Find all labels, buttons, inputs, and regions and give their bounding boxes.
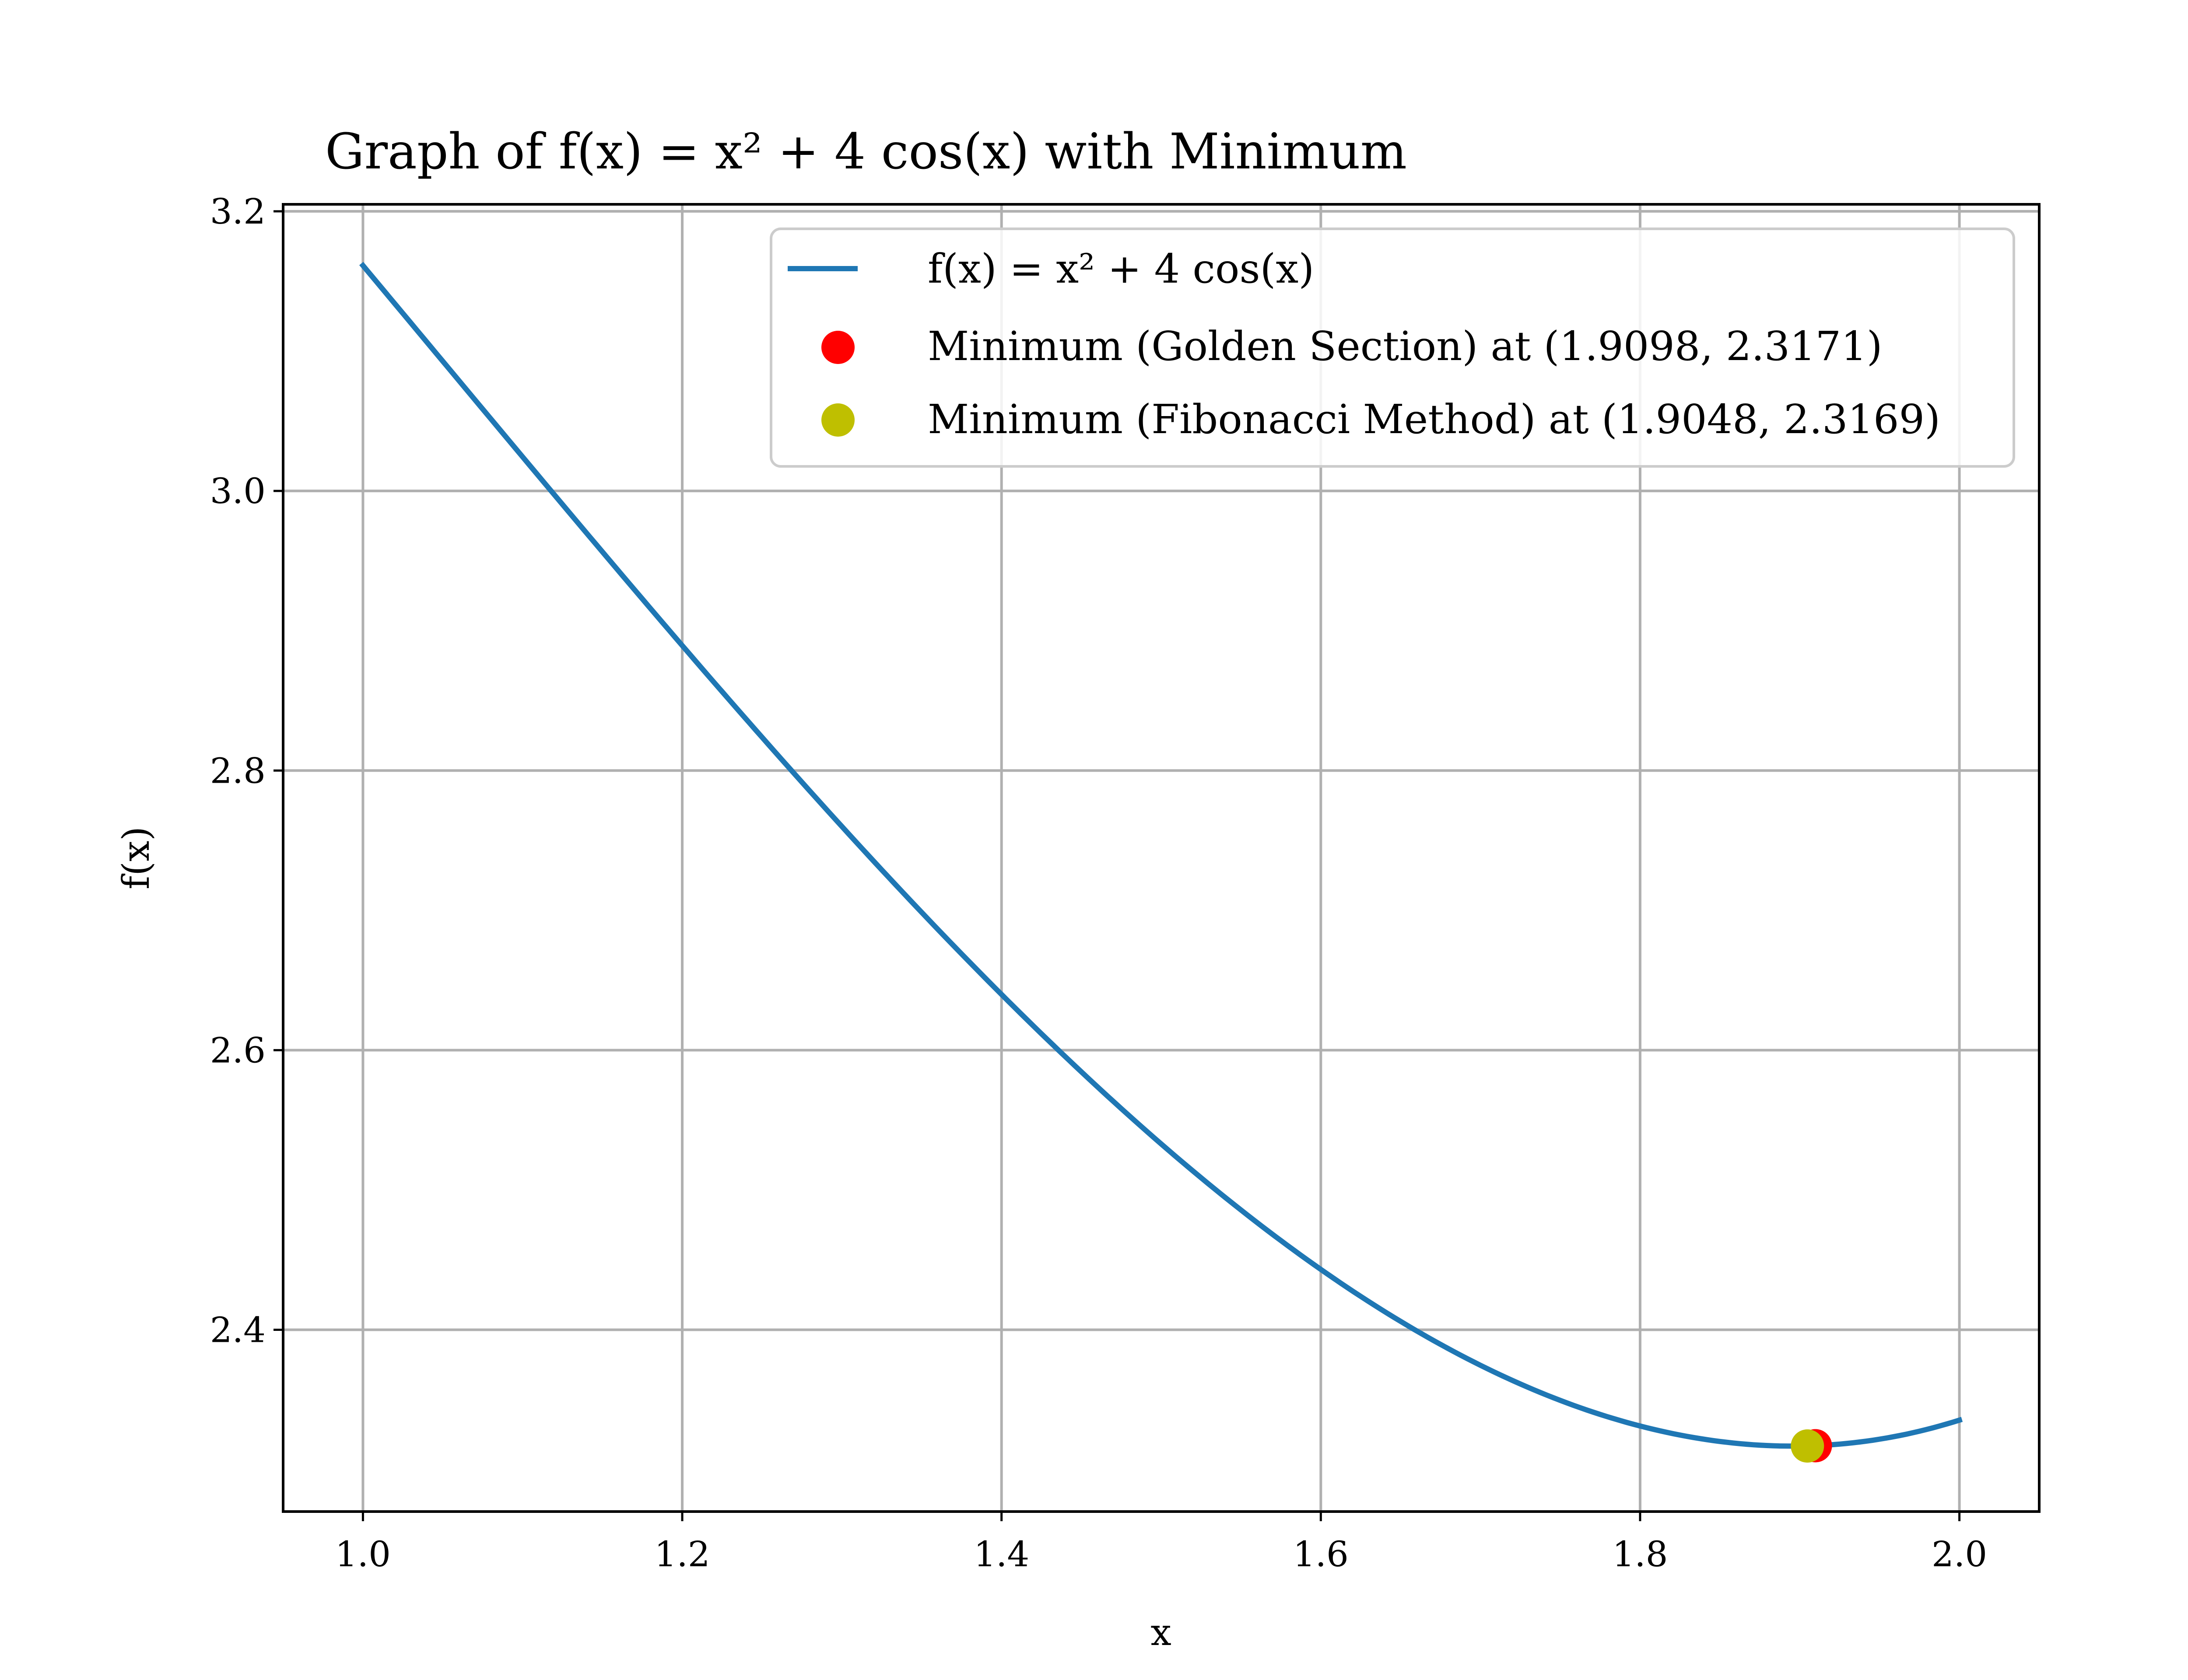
x-tick-label: 1.8 xyxy=(1612,1534,1668,1575)
fibonacci-minimum-point xyxy=(1791,1429,1824,1463)
ticks: 1.0 1.2 1.4 1.6 1.8 2.0 2.4 2.6 2.8 3.0 3.2 xyxy=(210,191,1987,1575)
legend-dot-golden xyxy=(821,331,855,364)
chart-title: Graph of f(x) = x² + 4 cos(x) with Minim… xyxy=(325,123,1407,180)
x-tick-label: 1.6 xyxy=(1293,1534,1349,1575)
function-curve xyxy=(359,262,1963,1449)
x-axis-label: x xyxy=(1150,1611,1171,1654)
y-tick-label: 2.8 xyxy=(210,750,266,791)
legend-entry-golden: Minimum (Golden Section) at (1.9098, 2.3… xyxy=(928,323,1883,370)
legend-frame xyxy=(770,228,2015,468)
axes-frame xyxy=(282,203,2041,1513)
x-tick-label: 2.0 xyxy=(1932,1534,1987,1575)
legend: f(x) = x² + 4 cos(x) Minimum (Golden Sec… xyxy=(770,228,2015,468)
y-tick-label: 3.0 xyxy=(210,471,266,511)
y-axis-label: f(x) xyxy=(115,826,158,889)
y-tick-label: 2.4 xyxy=(210,1310,266,1351)
legend-entry-fibonacci: Minimum (Fibonacci Method) at (1.9048, 2… xyxy=(928,396,1940,443)
y-tick-label: 2.6 xyxy=(210,1030,266,1071)
y-tick-label: 3.2 xyxy=(210,191,266,232)
x-tick-label: 1.2 xyxy=(654,1534,710,1575)
plot-area xyxy=(359,262,1963,1463)
legend-dot-fibonacci xyxy=(821,403,855,437)
x-tick-label: 1.4 xyxy=(974,1534,1029,1575)
legend-entry-curve: f(x) = x² + 4 cos(x) xyxy=(928,245,1314,292)
x-tick-label: 1.0 xyxy=(335,1534,391,1575)
